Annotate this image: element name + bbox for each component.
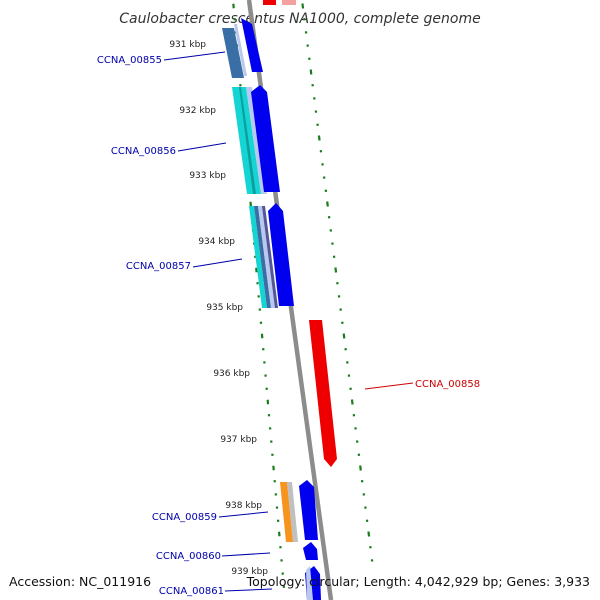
cds-feature[interactable] bbox=[249, 206, 267, 308]
gene-label[interactable]: CCNA_00856 bbox=[111, 146, 176, 157]
accession-text: Accession: NC_011916 bbox=[9, 574, 151, 589]
gene-ccna-00855[interactable] bbox=[222, 18, 263, 78]
utr-feature-dark bbox=[262, 206, 278, 308]
gene-ccna-00861[interactable] bbox=[305, 566, 321, 600]
kbp-label: 933 kbp bbox=[189, 171, 226, 181]
gene-ccna-00858[interactable] bbox=[309, 320, 337, 467]
gene-ccna-00860[interactable] bbox=[303, 542, 318, 560]
gene-label[interactable]: CCNA_00861 bbox=[159, 586, 224, 597]
utr-feature bbox=[258, 206, 276, 308]
kbp-labels: 931 kbp 932 kbp 933 kbp 934 kbp 935 kbp … bbox=[169, 40, 268, 577]
partial-reverse-feature-faint[interactable] bbox=[282, 0, 296, 5]
cds-feature[interactable] bbox=[222, 28, 244, 78]
forward-gene-arrow[interactable] bbox=[241, 18, 263, 72]
gene-labels: CCNA_00855 CCNA_00856 CCNA_00857 CCNA_00… bbox=[97, 55, 480, 597]
summary-text: Topology: circular; Length: 4,042,929 bp… bbox=[246, 574, 590, 589]
outer-scale-ruler bbox=[301, 3, 374, 562]
forward-gene-arrow[interactable] bbox=[251, 85, 280, 192]
cds-feature-dark bbox=[254, 206, 271, 308]
gene-label[interactable]: CCNA_00858 bbox=[415, 379, 480, 390]
gene-label[interactable]: CCNA_00857 bbox=[126, 261, 191, 272]
kbp-label: 934 kbp bbox=[198, 237, 235, 247]
forward-gene-arrow[interactable] bbox=[299, 480, 318, 540]
utr-feature bbox=[287, 482, 298, 542]
partial-reverse-feature[interactable] bbox=[263, 0, 276, 5]
kbp-label: 938 kbp bbox=[225, 501, 262, 511]
utr-feature bbox=[234, 24, 247, 76]
kbp-label: 931 kbp bbox=[169, 40, 206, 50]
kbp-label: 937 kbp bbox=[220, 435, 257, 445]
forward-gene-arrow[interactable] bbox=[268, 203, 294, 306]
kbp-label: 932 kbp bbox=[179, 106, 216, 116]
gene-label[interactable]: CCNA_00855 bbox=[97, 55, 162, 66]
cds-feature-shade bbox=[239, 87, 256, 194]
utr-feature bbox=[306, 566, 313, 600]
gene-ccna-00856[interactable] bbox=[232, 85, 280, 194]
gene-ccna-00857[interactable] bbox=[249, 203, 294, 308]
cds-feature[interactable] bbox=[280, 482, 293, 542]
kbp-label: 935 kbp bbox=[206, 303, 243, 313]
map-title: Caulobacter crescentus NA1000, complete … bbox=[119, 11, 480, 27]
gene-label[interactable]: CCNA_00860 bbox=[156, 551, 221, 562]
reverse-gene-arrow[interactable] bbox=[309, 320, 337, 467]
gene-leader-lines bbox=[163, 51, 414, 592]
gene-label[interactable]: CCNA_00859 bbox=[152, 512, 217, 523]
forward-gene-arrow[interactable] bbox=[303, 542, 318, 560]
kbp-label: 939 kbp bbox=[231, 567, 268, 577]
gene-ccna-00859[interactable] bbox=[280, 480, 318, 542]
kbp-label: 936 kbp bbox=[213, 369, 250, 379]
